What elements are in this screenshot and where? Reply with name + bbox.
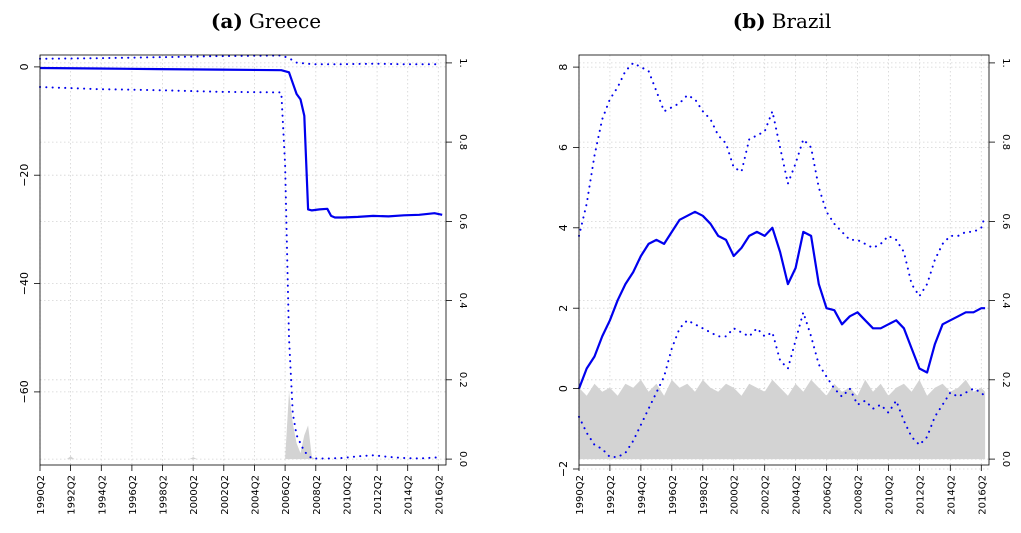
- x-tick-label: 2004Q2: [251, 475, 262, 515]
- series-line-upper-band-dotted: [578, 61, 987, 299]
- x-tick-label: 2016Q2: [434, 475, 445, 515]
- series-lines-brazil: [577, 61, 987, 458]
- y-tick-label: 6: [557, 144, 570, 151]
- probability-shade-brazil: [579, 379, 986, 460]
- x-tick-label: 2004Q2: [792, 475, 803, 515]
- y2-tick-label: 0.6: [457, 213, 468, 229]
- y-tick-label: −20: [18, 164, 31, 187]
- series-line-estimate-solid: [577, 210, 986, 389]
- plot-frame-greece: [39, 54, 447, 466]
- x-tick-label: 1992Q2: [67, 475, 78, 515]
- series-line-lower-band-dotted: [578, 308, 987, 458]
- panel-country-brazil: Brazil: [772, 9, 832, 33]
- y2-tick-label: 0.4: [457, 293, 468, 309]
- x-tick-label: 2012Q2: [915, 475, 926, 515]
- x-tick-label: 2010Q2: [884, 475, 895, 515]
- panel-label-a: (a): [211, 9, 243, 33]
- panel-title-brazil: (b) Brazil: [733, 9, 831, 33]
- y-tick-label: 8: [557, 64, 570, 71]
- x-tick-label: 2012Q2: [373, 475, 384, 515]
- y2-tick-label: 0.8: [457, 134, 468, 150]
- x-tick-label: 2000Q2: [189, 475, 200, 515]
- y-tick-label: 2: [557, 305, 570, 312]
- y2-tick-label: 1.: [457, 58, 468, 68]
- y-tick-label: 0: [18, 63, 31, 70]
- y-tick-label: −60: [18, 380, 31, 403]
- y2-tick-label: 0.0: [1000, 451, 1011, 467]
- x-tick-label: 2008Q2: [854, 475, 865, 515]
- panel-brazil: (b) Brazil 1990Q2 1992Q2 1994Q2 1996Q2 1998Q2…: [557, 9, 1011, 515]
- y-tick-label: −2: [557, 461, 570, 477]
- x-tick-label: 1994Q2: [97, 475, 108, 515]
- probability-area: [579, 379, 986, 460]
- series-line-lower-band-dotted: [39, 86, 440, 460]
- x-tick-label: 1998Q2: [159, 475, 170, 515]
- y-tick-label: 4: [557, 224, 570, 231]
- panel-greece: (a) Greece 1990Q2 1992Q2 1994Q2 1996Q2 1998Q2…: [18, 9, 468, 515]
- x-tick-label: 1990Q2: [575, 475, 586, 515]
- axes-brazil: 1990Q2 1992Q2 1994Q2 1996Q2 1998Q2 2000Q2 2002…: [557, 58, 1011, 515]
- x-tick-label: 1990Q2: [36, 475, 47, 515]
- series-line-upper-band-dotted: [39, 54, 440, 66]
- y2-tick-label: 0.8: [1000, 134, 1011, 150]
- y2-tick-label: 0.2: [457, 372, 468, 388]
- y2-tick-label: 1.: [1000, 58, 1011, 68]
- y2-tick-label: 0.4: [1000, 293, 1011, 309]
- x-tick-label: 2014Q2: [404, 475, 415, 515]
- x-tick-label: 2006Q2: [281, 475, 292, 515]
- panel-title-greece: (a) Greece: [211, 9, 321, 33]
- series-line-estimate-solid: [39, 66, 443, 219]
- x-tick-label: 1996Q2: [128, 475, 139, 515]
- probability-area: [40, 391, 443, 460]
- series-lines-greece: [39, 54, 443, 460]
- y2-tick-label: 0.0: [457, 451, 468, 467]
- y2-tick-label: 0.2: [1000, 372, 1011, 388]
- x-tick-label: 2016Q2: [977, 475, 988, 515]
- y-tick-label: 0: [557, 385, 570, 392]
- x-tick-label: 1998Q2: [699, 475, 710, 515]
- x-tick-label: 2000Q2: [730, 475, 741, 515]
- x-tick-label: 2010Q2: [342, 475, 353, 515]
- x-tick-label: 1996Q2: [668, 475, 679, 515]
- grid-greece: [39, 55, 446, 465]
- probability-shade-greece: [40, 391, 443, 460]
- axes-greece: 1990Q2 1992Q2 1994Q2 1996Q2 1998Q2 2000Q2 2002…: [18, 58, 468, 515]
- panel-country-greece: Greece: [249, 9, 321, 33]
- x-tick-label: 2006Q2: [823, 475, 834, 515]
- plot-frame-brazil: [578, 54, 990, 466]
- y-tick-label: −40: [18, 272, 31, 295]
- grid-brazil: [578, 55, 989, 470]
- x-tick-label: 2008Q2: [312, 475, 323, 515]
- x-tick-label: 2014Q2: [946, 475, 957, 515]
- y2-tick-label: 0.6: [1000, 213, 1011, 229]
- x-tick-label: 2002Q2: [220, 475, 231, 515]
- x-tick-label: 1992Q2: [606, 475, 617, 515]
- panel-label-b: (b): [733, 9, 766, 33]
- x-tick-label: 2002Q2: [761, 475, 772, 515]
- x-tick-label: 1994Q2: [637, 475, 648, 515]
